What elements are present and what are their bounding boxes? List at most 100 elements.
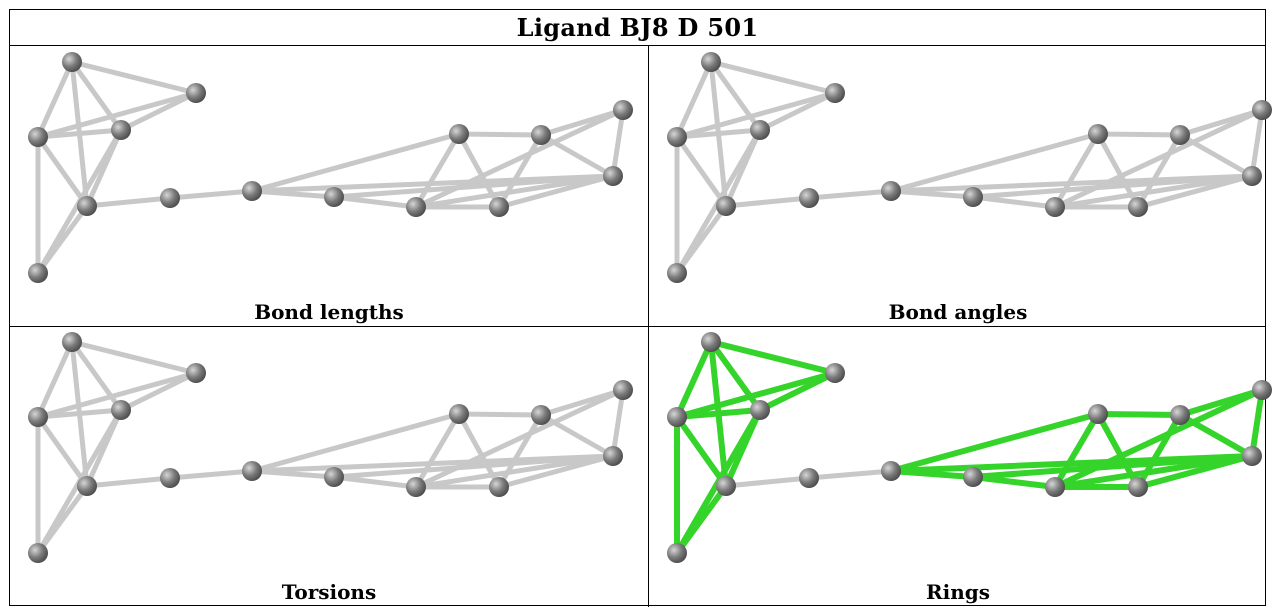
atom [1088,124,1108,144]
atom [667,127,687,147]
atom [701,332,721,352]
bond [1052,411,1101,490]
bond [331,474,419,490]
bond [413,411,462,490]
bond [708,59,838,96]
bond [413,107,626,210]
atom [603,166,623,186]
atom [1045,477,1065,497]
atom [799,468,819,488]
bond [674,339,714,420]
bond [674,407,763,420]
bond [456,131,544,138]
atom [62,332,82,352]
bond [806,188,894,201]
bond [723,195,812,209]
atom [77,476,97,496]
panel-caption: Rings [925,580,990,604]
bond [1249,387,1265,459]
atom [667,407,687,427]
panel-caption: Bond lengths [254,300,404,324]
panel-rings: Rings [649,327,1272,607]
panel-caption: Bond angles [888,300,1028,324]
atom [613,100,633,120]
atom [881,461,901,481]
atom [1128,477,1148,497]
atom [62,52,82,72]
bond [970,173,1255,200]
bond [167,468,255,481]
atom [406,197,426,217]
bond [610,387,626,459]
bond [723,475,812,489]
table-title: Ligand BJ8 D 501 [516,13,759,42]
atom [825,363,845,383]
atom [111,400,131,420]
bond [35,339,75,420]
atom [1242,166,1262,186]
panel-bond-lengths: Bond lengths [10,47,648,326]
atom [489,197,509,217]
bond [674,370,838,420]
panel-caption: Torsions [281,580,377,604]
atom [1252,100,1272,120]
atom [28,263,48,283]
bond [249,131,462,194]
atom [28,407,48,427]
atom [750,120,770,140]
atom [77,196,97,216]
atom [489,477,509,497]
bond [496,132,544,210]
bond [1052,131,1101,210]
atom [667,543,687,563]
bond [413,173,616,210]
atom [1242,446,1262,466]
atom [28,127,48,147]
atom [242,181,262,201]
atom [1128,197,1148,217]
bond [331,453,616,480]
bond [84,475,173,489]
atom [1252,380,1272,400]
panel-torsions: Torsions [10,327,648,607]
bond [167,188,255,201]
bond [249,411,462,474]
atom [799,188,819,208]
bond [35,414,90,489]
bond [496,412,544,490]
title-row: Ligand BJ8 D 501 [10,10,1265,46]
atom [750,400,770,420]
bond [331,173,616,200]
atom [531,405,551,425]
bond [757,370,838,413]
molecule-view [667,52,1272,283]
molecule-view [28,52,633,283]
molecule-view [667,332,1272,563]
atom [324,467,344,487]
atom [406,477,426,497]
atom [667,263,687,283]
atom [449,124,469,144]
bond [118,370,199,413]
bond [970,453,1255,480]
bond [1095,131,1183,138]
bond [35,370,199,420]
atom [160,188,180,208]
bond [806,468,894,481]
bond [674,90,838,140]
ligand-table: Ligand BJ8 D 501 Bond lengths Bond angle… [9,9,1272,607]
atom [716,476,736,496]
atom [1088,404,1108,424]
bond [35,127,124,140]
bond [1135,132,1183,210]
atom [28,543,48,563]
bond [1052,173,1255,210]
bond [1052,453,1255,490]
atom [881,181,901,201]
panel-bond-angles: Bond angles [649,47,1272,326]
bond [708,339,838,376]
bond [610,107,626,179]
bond [35,90,199,140]
atom [603,446,623,466]
bond [118,90,199,133]
